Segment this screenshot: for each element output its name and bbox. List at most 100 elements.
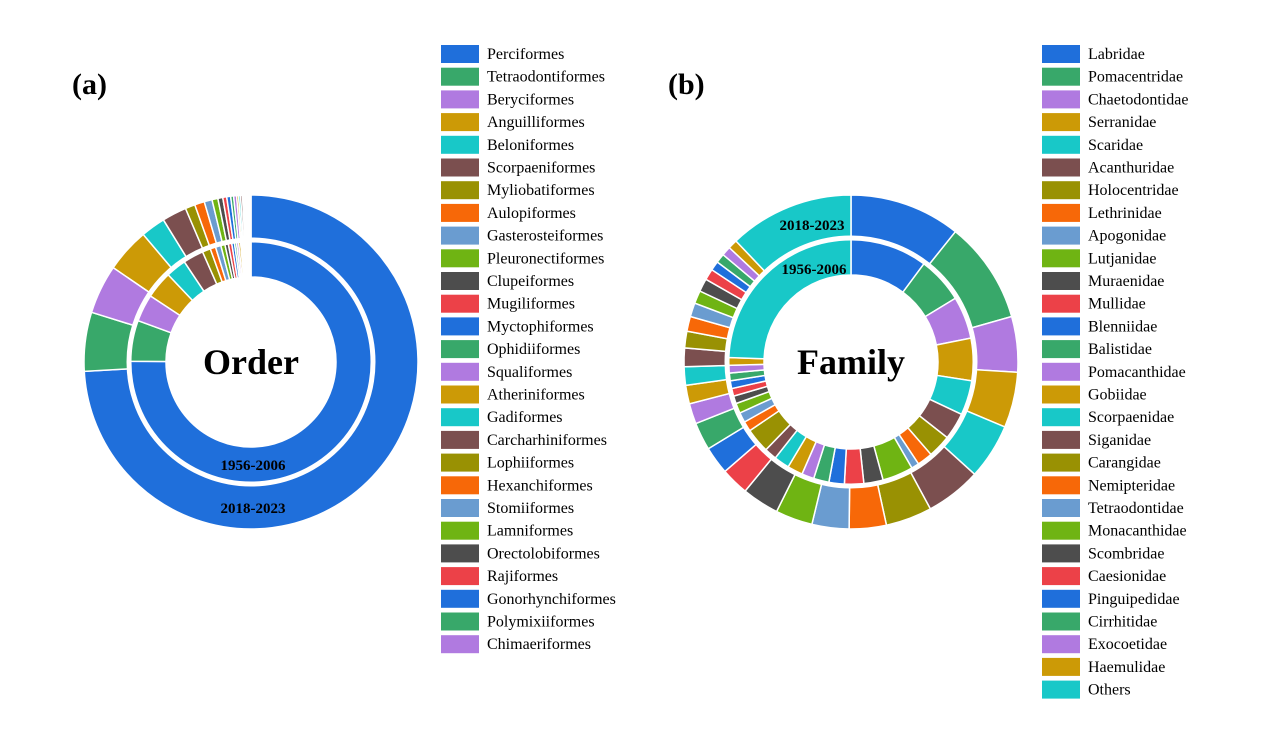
order-legend-swatch: [441, 612, 479, 631]
order-legend-label: Beryciformes: [487, 91, 574, 108]
family-legend-swatch: [1042, 453, 1080, 472]
family-legend-item: Tetraodontidae: [1042, 499, 1184, 517]
family-legend-item: Nemipteridae: [1042, 476, 1175, 495]
family-legend-label: Haemulidae: [1088, 659, 1165, 676]
family-legend-item: Caesionidae: [1042, 567, 1166, 586]
order-legend-swatch: [441, 272, 479, 290]
order-legend-item: Gadiformes: [441, 408, 563, 427]
order-legend-item: Stomiiformes: [441, 499, 574, 517]
order-legend-swatch: [441, 226, 479, 245]
order-legend-item: Scorpaeniformes: [441, 158, 595, 177]
order-outer-ring: [83, 194, 419, 530]
family-inner-slice-serranidae: [935, 336, 976, 382]
order-legend-swatch: [441, 317, 479, 336]
order-legend-swatch: [441, 499, 479, 517]
order-legend-label: Chimaeriformes: [487, 636, 591, 653]
order-legend-label: Stomiiformes: [487, 500, 574, 517]
order-legend-label: Squaliformes: [487, 364, 572, 381]
order-legend-item: Tetraodontiformes: [441, 67, 605, 86]
family-legend-swatch: [1042, 203, 1080, 222]
family-legend-label: Scorpaenidae: [1088, 409, 1174, 426]
family-legend-item: Lutjanidae: [1042, 249, 1156, 268]
family-legend-label: Others: [1088, 682, 1131, 699]
order-legend-label: Scorpaeniformes: [487, 160, 595, 177]
order-legend-item: Gasterosteiformes: [441, 226, 603, 245]
family-legend-swatch: [1042, 612, 1080, 631]
order-legend-swatch: [441, 181, 479, 200]
order-outer-ring-label: 2018-2023: [221, 501, 286, 517]
family-legend-swatch: [1042, 521, 1080, 540]
family-center-label: Family: [797, 342, 905, 382]
family-inner-ring-label: 1956-2006: [782, 262, 847, 278]
family-legend-item: Carangidae: [1042, 453, 1161, 472]
family-legend-swatch: [1042, 476, 1080, 495]
order-legend-swatch: [441, 544, 479, 563]
family-legend-swatch: [1042, 113, 1080, 132]
order-legend-swatch: [441, 476, 479, 495]
order-legend-swatch: [441, 385, 479, 404]
family-legend-swatch: [1042, 362, 1080, 381]
order-legend-label: Tetraodontiformes: [487, 69, 605, 86]
order-legend-item: Atheriniformes: [441, 385, 585, 404]
family-legend-swatch: [1042, 340, 1080, 359]
order-legend-item: Lophiiformes: [441, 453, 574, 472]
order-legend-item: Lamniformes: [441, 521, 573, 540]
family-legend-item: Pomacentridae: [1042, 67, 1183, 86]
family-legend-swatch: [1042, 317, 1080, 336]
order-legend-swatch: [441, 113, 479, 132]
order-ring-gap: [126, 237, 376, 487]
order-legend-swatch: [441, 567, 479, 586]
family-outer-ring-label: 2018-2023: [780, 218, 845, 234]
order-legend-item: Pleuronectiformes: [441, 249, 604, 268]
panel-order: (a) Order Perciformes Tetraodontiformes Be…: [72, 45, 616, 654]
family-legend-label: Gobiidae: [1088, 387, 1147, 404]
order-legend-item: Beloniformes: [441, 135, 574, 154]
order-legend-label: Lamniformes: [487, 523, 573, 540]
order-legend-item: Myliobatiformes: [441, 181, 595, 200]
order-legend-label: Gonorhynchiformes: [487, 591, 616, 608]
order-legend-item: Carcharhiniformes: [441, 430, 607, 449]
order-legend-label: Hexanchiformes: [487, 477, 593, 494]
order-legend-item: Myctophiformes: [441, 317, 594, 336]
order-legend-swatch: [441, 453, 479, 472]
family-legend-label: Pinguipedidae: [1088, 591, 1180, 608]
family-inner-ring: [724, 235, 978, 489]
order-legend-label: Pleuronectiformes: [487, 250, 604, 267]
family-legend-label: Blenniidae: [1088, 318, 1157, 335]
family-legend-item: Cirrhitidae: [1042, 612, 1157, 631]
family-legend-label: Chaetodontidae: [1088, 91, 1188, 108]
family-legend-swatch: [1042, 680, 1080, 699]
family-legend-label: Carangidae: [1088, 455, 1161, 472]
family-legend-swatch: [1042, 385, 1080, 404]
family-legend-label: Muraenidae: [1088, 273, 1164, 290]
family-legend-label: Siganidae: [1088, 432, 1151, 449]
order-legend-item: Chimaeriformes: [441, 635, 591, 654]
family-legend-item: Apogonidae: [1042, 226, 1166, 245]
order-inner-ring-label: 1956-2006: [221, 458, 286, 474]
family-legend-swatch: [1042, 294, 1080, 313]
order-legend-label: Aulopiformes: [487, 205, 576, 222]
order-legend-label: Rajiformes: [487, 568, 558, 585]
family-legend-item: Gobiidae: [1042, 385, 1147, 404]
order-legend-swatch: [441, 589, 479, 608]
family-legend-label: Caesionidae: [1088, 568, 1166, 585]
family-legend-swatch: [1042, 226, 1080, 245]
order-legend: Perciformes Tetraodontiformes Beryciformes…: [441, 45, 616, 654]
family-legend-swatch: [1042, 430, 1080, 449]
family-legend-swatch: [1042, 544, 1080, 563]
family-legend-label: Acanthuridae: [1088, 160, 1174, 177]
family-legend-swatch: [1042, 567, 1080, 586]
order-legend-item: Orectolobiformes: [441, 544, 600, 563]
family-legend-item: Labridae: [1042, 45, 1145, 63]
family-legend-label: Cirrhitidae: [1088, 614, 1157, 631]
order-legend-swatch: [441, 294, 479, 313]
family-legend-swatch: [1042, 408, 1080, 427]
order-legend-label: Ophidiiformes: [487, 341, 580, 358]
order-legend-item: Anguilliformes: [441, 113, 585, 132]
family-legend-label: Apogonidae: [1088, 228, 1166, 245]
order-inner-ring: [126, 237, 376, 487]
family-legend-label: Mullidae: [1088, 296, 1146, 313]
family-legend-item: Scorpaenidae: [1042, 408, 1174, 427]
order-legend-item: Ophidiiformes: [441, 340, 580, 359]
order-legend-swatch: [441, 45, 479, 63]
